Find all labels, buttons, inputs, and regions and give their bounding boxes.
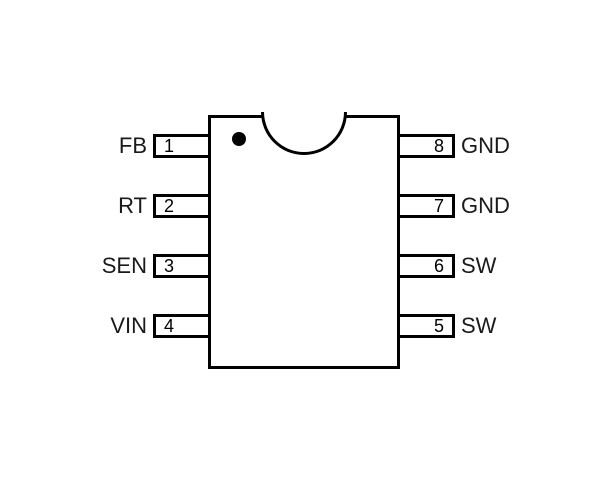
pin-number: 2: [164, 196, 174, 217]
pin-number: 7: [434, 196, 444, 217]
pin-label-gnd: GND: [461, 193, 510, 219]
pin1-dot: [232, 132, 246, 146]
pin-2: 2: [153, 194, 211, 218]
pin-4: 4: [153, 314, 211, 338]
pin-label-gnd: GND: [461, 133, 510, 159]
pin-number: 8: [434, 136, 444, 157]
pin-number: 4: [164, 316, 174, 337]
pin-label-rt: RT: [118, 193, 147, 219]
pin-6: 6: [397, 254, 455, 278]
pin-label-vin: VIN: [110, 313, 147, 339]
pin-3: 3: [153, 254, 211, 278]
pin-label-sw: SW: [461, 313, 496, 339]
pin-number: 6: [434, 256, 444, 277]
ic-pinout-diagram: 1 FB 2 RT 3 SEN 4 VIN 8 GND 7 GND 6 SW 5 SW: [0, 0, 600, 500]
pin-number: 5: [434, 316, 444, 337]
pin-8: 8: [397, 134, 455, 158]
pin-5: 5: [397, 314, 455, 338]
pin-number: 1: [164, 136, 174, 157]
pin-1: 1: [153, 134, 211, 158]
pin-7: 7: [397, 194, 455, 218]
pin-label-sen: SEN: [102, 253, 147, 279]
pin-label-fb: FB: [119, 133, 147, 159]
pin-label-sw: SW: [461, 253, 496, 279]
pin-number: 3: [164, 256, 174, 277]
